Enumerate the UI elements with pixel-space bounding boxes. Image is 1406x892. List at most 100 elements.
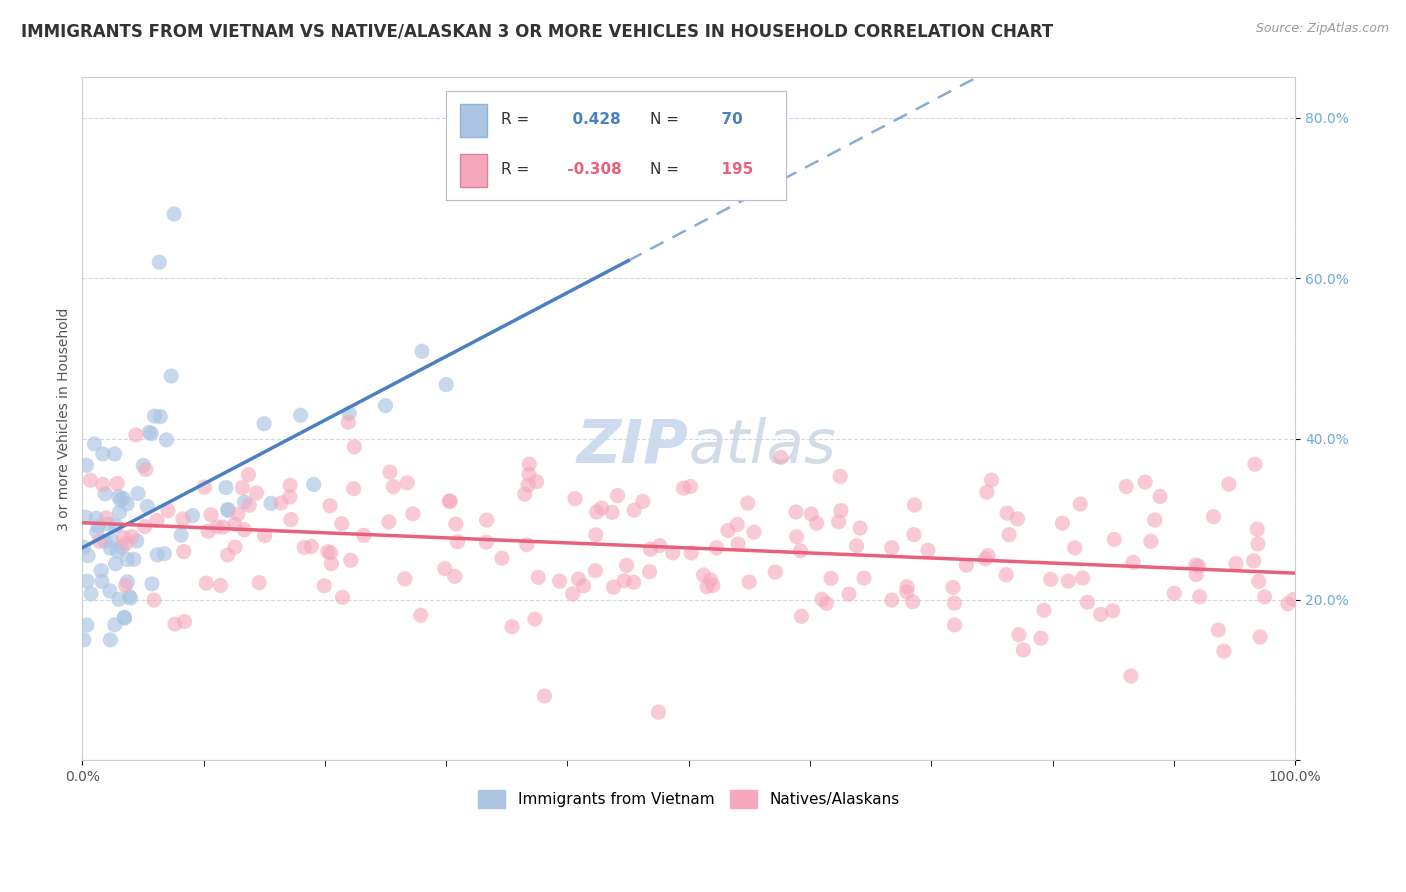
Point — [717, 524, 740, 538]
Point — [444, 516, 467, 531]
Point — [789, 543, 811, 558]
Point — [647, 705, 669, 719]
Point — [87, 519, 110, 533]
Point — [90, 564, 112, 578]
Point — [374, 399, 396, 413]
Point — [585, 505, 607, 519]
Point — [316, 544, 339, 558]
Point — [1008, 627, 1031, 641]
Point — [1122, 556, 1144, 570]
Point — [72, 540, 94, 554]
Point — [114, 537, 136, 551]
Point — [217, 502, 239, 516]
Point — [314, 579, 336, 593]
Point — [446, 534, 468, 549]
Point — [319, 499, 342, 513]
Point — [1282, 592, 1305, 607]
Point — [1052, 516, 1074, 531]
Point — [568, 572, 591, 586]
Point — [226, 507, 249, 521]
Point — [583, 564, 606, 578]
Point — [491, 551, 513, 566]
Point — [1188, 590, 1211, 604]
Point — [1119, 669, 1142, 683]
Point — [827, 515, 849, 529]
Point — [319, 546, 342, 560]
Point — [409, 608, 432, 623]
Point — [901, 595, 924, 609]
Point — [763, 565, 786, 579]
Point — [79, 473, 101, 487]
Point — [245, 486, 267, 500]
Point — [1069, 497, 1091, 511]
Point — [613, 574, 636, 588]
Point — [1185, 567, 1208, 582]
Point — [1243, 554, 1265, 568]
Point — [903, 498, 925, 512]
Point — [146, 548, 169, 562]
Point — [437, 494, 460, 508]
Point — [501, 620, 523, 634]
Point — [1140, 534, 1163, 549]
Point — [1249, 630, 1271, 644]
Point — [974, 551, 997, 566]
Point — [616, 558, 638, 573]
Point — [1225, 557, 1247, 571]
Point — [769, 450, 792, 465]
Point — [141, 426, 163, 441]
Point — [800, 507, 823, 521]
Point — [84, 511, 107, 525]
Point — [132, 458, 155, 473]
Point — [661, 546, 683, 560]
Point — [1057, 574, 1080, 588]
Point — [238, 467, 260, 482]
Point — [1101, 604, 1123, 618]
Point — [76, 574, 98, 589]
Text: atlas: atlas — [689, 417, 837, 475]
Point — [86, 524, 108, 539]
Point — [475, 513, 498, 527]
Point — [648, 539, 671, 553]
Point — [517, 457, 540, 471]
Point — [247, 575, 270, 590]
Point — [173, 544, 195, 558]
Point — [903, 527, 925, 541]
Point — [215, 481, 238, 495]
Point — [692, 568, 714, 582]
Point — [107, 490, 129, 504]
Point — [155, 433, 177, 447]
Point — [1076, 595, 1098, 609]
Point — [1163, 586, 1185, 600]
Point — [83, 437, 105, 451]
Point — [439, 494, 461, 508]
Point — [623, 575, 645, 590]
Point — [75, 458, 97, 473]
Point — [976, 485, 998, 500]
Point — [108, 505, 131, 519]
Point — [339, 553, 361, 567]
Point — [433, 561, 456, 575]
Point — [94, 487, 117, 501]
Point — [880, 541, 903, 555]
Point — [980, 473, 1002, 487]
Point — [136, 500, 159, 514]
Point — [98, 583, 121, 598]
Point — [172, 512, 194, 526]
Point — [602, 580, 624, 594]
Point — [513, 487, 536, 501]
Point — [591, 501, 613, 516]
Point — [702, 578, 724, 592]
Point — [1143, 513, 1166, 527]
Legend: Immigrants from Vietnam, Natives/Alaskans: Immigrants from Vietnam, Natives/Alaskan… — [472, 784, 905, 814]
Point — [134, 519, 156, 533]
Point — [77, 549, 100, 563]
Point — [353, 528, 375, 542]
Point — [104, 557, 127, 571]
Point — [153, 547, 176, 561]
Point — [197, 524, 219, 539]
Point — [114, 611, 136, 625]
Point — [943, 596, 966, 610]
Point — [638, 565, 661, 579]
Point — [290, 409, 312, 423]
Point — [786, 530, 808, 544]
